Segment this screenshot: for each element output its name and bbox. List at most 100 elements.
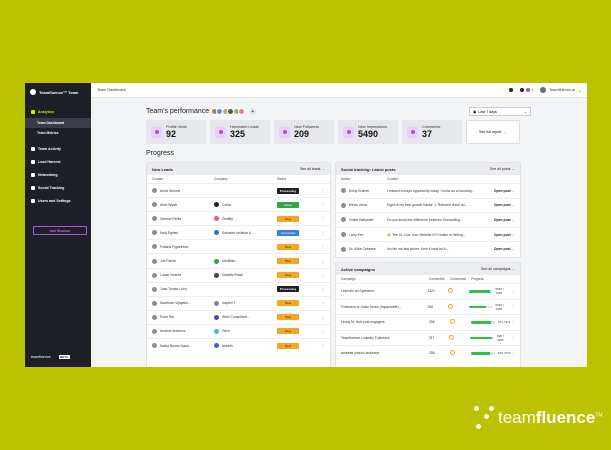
bell-icon[interactable] [519, 88, 524, 92]
table-row[interactable]: Followers of Justin Nowo (Impactable) ..… [336, 298, 520, 315]
post-content: Ich bin mir fast sicher: Kein Kunde ist … [387, 247, 449, 252]
lead-contact: Kadj Eghieri [160, 230, 179, 235]
more-options-icon[interactable]: ⋮ [321, 328, 325, 334]
table-row[interactable]: Santhosh Vijayako... InspireIT New ⋮ [147, 295, 330, 310]
sidebar-item-label: Social Tracking [38, 185, 65, 190]
list-item[interactable]: Emily Kramer I missed a major opportunity… [336, 183, 520, 198]
table-row[interactable]: Andrew Andrews Glich New ⋮ [147, 323, 330, 338]
more-options-icon[interactable]: ⋮ [321, 216, 325, 222]
progress-bar [468, 305, 493, 308]
list-item[interactable]: Volker Ballander Do you know the differen… [336, 212, 520, 227]
open-post-link[interactable]: Open post → [493, 203, 515, 208]
user-menu[interactable]: Teamfluence.ai ⌄ [540, 87, 581, 93]
more-options-icon[interactable]: ⋮ [321, 202, 325, 208]
post-content: Eight of my best growth hacks: 1. Rebran… [387, 203, 468, 208]
lead-contact: Joe Farner [160, 259, 177, 264]
date-range-label: Last 7 days [478, 109, 497, 114]
more-options-icon[interactable]: ⋮ [321, 258, 325, 264]
table-row[interactable]: LinkedIn ad Spenders 1321 6953 / 7250 ⋮ [336, 283, 520, 299]
lead-company: Salvador Instituto A... [222, 230, 255, 235]
sidebar-item-users-and-settings[interactable]: Users and Settings [25, 194, 91, 207]
more-options-icon[interactable]: ⋮ [321, 300, 325, 306]
team-avatars[interactable] [210, 108, 246, 115]
sidebar-item-team-dashboard[interactable]: Team Dashboard [25, 118, 91, 128]
more-options-icon[interactable]: ⋮ [511, 319, 515, 325]
more-options-icon[interactable]: ⋮ [511, 288, 515, 294]
more-options-icon[interactable]: ⋮ [321, 188, 325, 194]
kpi-icon [407, 126, 418, 138]
lead-company: Notafitc Brazil [222, 273, 243, 278]
table-row[interactable]: Alice Wyatt Coliat Active ⋮ [147, 197, 330, 211]
kpi-label: New Followers [294, 125, 319, 129]
table-row[interactable]: Joe Farner MediBan New ⋮ [147, 253, 330, 267]
post-content: Do you know the difference between Ouros… [387, 217, 463, 222]
list-item[interactable]: Elena Vemo Eight of my best growth hacks:… [336, 197, 520, 213]
more-options-icon[interactable]: ⋮ [321, 343, 325, 349]
table-row[interactable]: Samuel Perlla Zedlfity New ⋮ [147, 211, 330, 225]
table-row[interactable]: Rohit Raj Wish Consultant... New ⋮ [147, 309, 330, 324]
progress-bar [470, 336, 495, 339]
sidebar-item-networking[interactable]: Networking [25, 168, 91, 181]
date-range-select[interactable]: ▣ Last 7 days ⌄ [469, 107, 531, 116]
analytics-icon [31, 109, 35, 114]
more-options-icon[interactable]: ⋮ [511, 350, 515, 356]
lead-company: InspireIT [222, 301, 236, 306]
table-row[interactable]: andreas jossoic audience 256 516 / 574 ⋮ [336, 345, 520, 361]
avatar [540, 87, 547, 93]
table-row[interactable]: Juan Tomas Lobo Processing ⋮ [147, 281, 330, 296]
table-row[interactable]: Arndt Wenzel Processing ⋮ [147, 183, 330, 197]
see-full-report-button[interactable]: See full report → [466, 120, 520, 144]
company-logo-icon [214, 258, 219, 264]
table-row[interactable]: Teamfluence LinkedIn Followers 787 826 / 1… [336, 329, 520, 346]
sidebar-item-analytics[interactable]: Analytics [25, 105, 91, 118]
avatar [152, 343, 157, 349]
lead-contact: Poliana Figueiredo [160, 244, 189, 249]
table-row[interactable]: Lenny M. Hub post engagers 256 971 / 971 ⋮ [336, 314, 520, 330]
lead-company: Glich [222, 329, 230, 334]
open-post-link[interactable]: Open post → [493, 188, 515, 193]
progress-fill [471, 352, 490, 355]
more-options-icon[interactable]: ⋮ [321, 314, 325, 320]
table-row[interactable]: Nadia Nunes Nasci... Akbeth New ⋮ [147, 338, 330, 352]
kpi-value: 325 [230, 129, 246, 139]
kpi-label: New Impressions [358, 125, 388, 129]
table-row[interactable]: Kadj Eghieri Salvador Instituto A... Conne… [147, 225, 330, 239]
more-options-icon[interactable]: ⋮ [321, 244, 325, 250]
active-campaigns-card: Active campaigns See all campaigns → Cam… [335, 262, 521, 367]
see-all-posts-link[interactable]: See all posts → [489, 167, 515, 171]
post-content: 🔥 The #1 Clue Your Website IS Frontier i… [387, 232, 466, 237]
list-item[interactable]: Dr. Ailbe Cekesse Ich bin mir fast sicher… [336, 241, 520, 256]
list-item[interactable]: Larry Kim 🔥 The #1 Clue Your Website IS F… [336, 226, 520, 242]
kpi-card: Profile Visits 92 [146, 120, 206, 144]
sidebar-item-social-tracking[interactable]: Social Tracking [25, 181, 91, 194]
progress-fill [468, 305, 487, 308]
table-row[interactable]: Poliana Figueiredo New ⋮ [147, 239, 330, 253]
open-post-link[interactable]: Open post → [493, 232, 515, 237]
sidebar-item-team-metrics[interactable]: Team Metrics [37, 131, 59, 135]
open-post-link[interactable]: Open post → [493, 217, 515, 222]
more-options-icon[interactable]: ⋮ [511, 335, 515, 341]
see-all-campaigns-link[interactable]: See all campaigns → [481, 267, 515, 271]
kpi-label: Harvested Leads [230, 125, 259, 129]
more-options-icon[interactable]: ⋮ [511, 304, 515, 310]
open-post-link[interactable]: Open post → [493, 247, 515, 252]
sidebar-brand[interactable]: Teamfluence™ Team [25, 83, 91, 101]
more-options-icon[interactable]: ⋮ [321, 272, 325, 278]
kpi-value: 5490 [358, 129, 379, 139]
table-row[interactable]: Lucas Vicente Notafitc Brazil New ⋮ [147, 267, 330, 282]
sidebar-item-team-activity[interactable]: Team Activity [25, 142, 91, 155]
sidebar-item-lead-harvest[interactable]: Lead Harvest [25, 155, 91, 168]
avatar [152, 286, 157, 292]
lead-contact: Santhosh Vijayako... [160, 301, 191, 306]
card-title: New Leads [152, 166, 173, 172]
teamfluence-network-icon [474, 406, 494, 430]
add-member-icon[interactable]: + [249, 108, 257, 115]
help-icon[interactable] [508, 88, 513, 92]
campaign-connected: 256 [427, 304, 434, 309]
more-options-icon[interactable]: ⋮ [321, 230, 325, 236]
calendar-icon: ▣ [473, 109, 477, 114]
more-options-icon[interactable]: ⋮ [321, 286, 325, 292]
add-discover-button[interactable]: Add Discover [33, 226, 87, 235]
sidebar-item-label: Networking [38, 172, 58, 177]
see-all-leads-link[interactable]: See all leads → [299, 167, 325, 171]
